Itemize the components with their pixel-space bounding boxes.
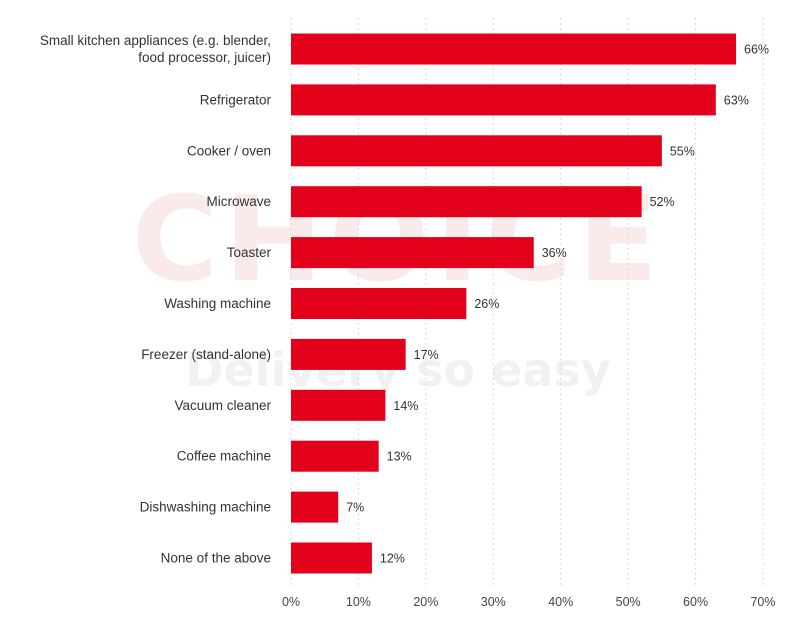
- x-axis-ticks: 0% 10% 20% 30% 40% 50% 60% 70%: [282, 595, 776, 609]
- value-label: 13%: [387, 450, 412, 464]
- value-label: 12%: [380, 552, 405, 566]
- category-label: Cooker / oven: [187, 143, 271, 158]
- x-tick-label: 0%: [282, 595, 300, 609]
- category-label: Freezer (stand-alone): [141, 347, 271, 362]
- bar: [291, 338, 406, 370]
- bar: [291, 389, 386, 421]
- category-label: Small kitchen appliances (e.g. blender, f…: [40, 33, 271, 65]
- bar: [291, 542, 372, 574]
- x-tick-label: 60%: [683, 595, 708, 609]
- bar: [291, 33, 737, 65]
- category-label: Coffee machine: [177, 449, 271, 464]
- bar: [291, 135, 662, 167]
- x-tick-label: 10%: [346, 595, 371, 609]
- x-tick-label: 20%: [413, 595, 438, 609]
- value-label: 52%: [650, 195, 675, 209]
- category-label: Microwave: [206, 194, 271, 209]
- value-label: 26%: [474, 297, 499, 311]
- value-label: 66%: [744, 43, 769, 57]
- x-tick-label: 50%: [616, 595, 641, 609]
- value-labels: 66% 63% 55% 52% 36% 26% 17% 14% 13% 7% 12%: [346, 43, 769, 566]
- value-label: 55%: [670, 144, 695, 158]
- value-label: 36%: [542, 246, 567, 260]
- value-label: 63%: [724, 93, 749, 107]
- category-label: Vacuum cleaner: [174, 398, 271, 413]
- x-tick-label: 40%: [548, 595, 573, 609]
- category-label: None of the above: [161, 551, 271, 566]
- bar: [291, 237, 534, 269]
- bar: [291, 288, 467, 319]
- value-label: 17%: [414, 348, 439, 362]
- category-label: Toaster: [227, 245, 272, 260]
- category-label: Dishwashing machine: [140, 500, 271, 515]
- value-label: 14%: [393, 399, 418, 413]
- x-tick-label: 70%: [750, 595, 775, 609]
- category-labels: Small kitchen appliances (e.g. blender, f…: [40, 33, 272, 566]
- bar: [291, 186, 642, 218]
- bar: [291, 440, 379, 472]
- bar: [291, 491, 339, 523]
- value-label: 7%: [346, 501, 364, 515]
- x-tick-label: 30%: [481, 595, 506, 609]
- bars: [291, 33, 737, 574]
- category-label: Washing machine: [164, 296, 271, 311]
- bar: [291, 84, 716, 116]
- category-label: Refrigerator: [200, 92, 272, 107]
